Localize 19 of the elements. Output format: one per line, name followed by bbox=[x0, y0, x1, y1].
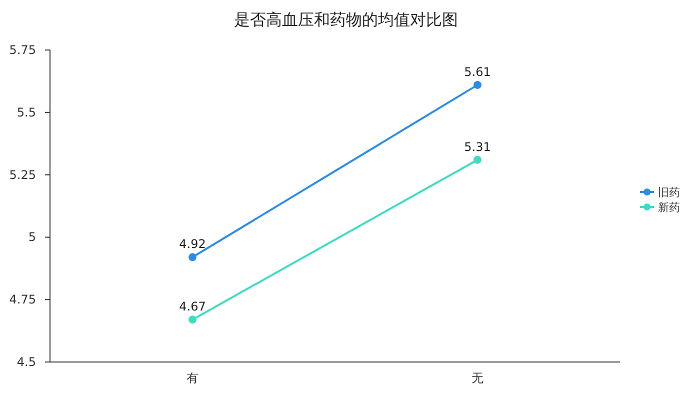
x-tick-label: 有 bbox=[186, 371, 198, 385]
x-tick-label: 无 bbox=[472, 371, 484, 385]
point bbox=[188, 316, 196, 324]
data-label: 4.92 bbox=[179, 237, 206, 252]
legend-label: 旧药 bbox=[658, 186, 680, 199]
chart-title: 是否高血压和药物的均值对比图 bbox=[234, 10, 458, 29]
y-tick-label: 4.5 bbox=[16, 355, 36, 369]
y-tick-label: 5.75 bbox=[9, 43, 36, 57]
data-label: 4.67 bbox=[179, 300, 206, 314]
y-tick-label: 5.25 bbox=[9, 168, 36, 182]
y-tick-label: 5 bbox=[28, 230, 36, 244]
point bbox=[474, 156, 482, 164]
data-label: 5.31 bbox=[464, 140, 491, 154]
legend-label: 新药 bbox=[658, 201, 680, 214]
data-label: 5.61 bbox=[464, 64, 491, 79]
y-tick-label: 4.75 bbox=[9, 292, 36, 307]
point bbox=[188, 253, 196, 262]
y-tick-label: 5.5 bbox=[16, 105, 36, 120]
point bbox=[474, 80, 482, 89]
